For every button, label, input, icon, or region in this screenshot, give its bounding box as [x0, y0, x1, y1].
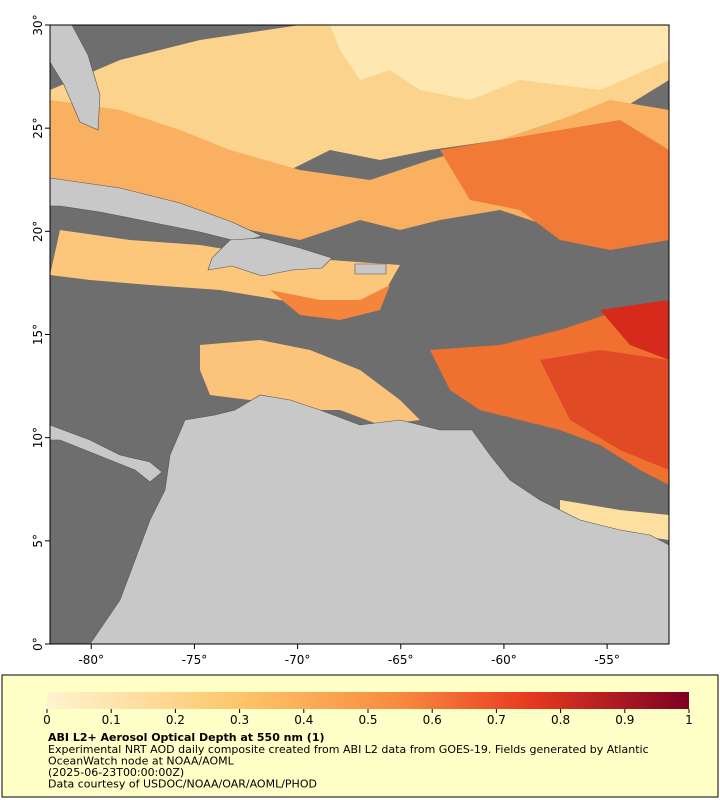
x-tick-label: -80° [78, 653, 104, 667]
colorbar-tick-label: 0.2 [166, 713, 185, 727]
land [50, 25, 669, 644]
x-tick-label: -65° [388, 653, 414, 667]
colorbar-tick-label: 0.7 [487, 713, 506, 727]
y-tick-label: 10° [31, 427, 45, 448]
aerosol-patch [50, 230, 400, 310]
colorbar-tick-label: 0.6 [423, 713, 442, 727]
colorbar-tick-label: 1 [685, 713, 693, 727]
x-tick-label: -60° [491, 653, 517, 667]
colorbar-tick-label: 0.1 [102, 713, 121, 727]
x-tick-label: -75° [182, 653, 208, 667]
colorbar-tick-label: 0.9 [615, 713, 634, 727]
colorbar-tick-label: 0.8 [551, 713, 570, 727]
colorbar-tick-label: 0 [43, 713, 51, 727]
caption-line: Data courtesy of USDOC/NOAA/OAR/AOML/PHO… [48, 778, 317, 791]
colorbar-tick-label: 0.5 [358, 713, 377, 727]
caption-line: (2025-06-23T00:00:00Z) [48, 766, 184, 779]
x-tick-label: -70° [285, 653, 311, 667]
aerosol-patch [540, 350, 669, 470]
aerosol-patch [200, 340, 420, 425]
x-tick-label: -55° [594, 653, 620, 667]
y-tick-label: 15° [31, 324, 45, 345]
caption-line: Experimental NRT AOD daily composite cre… [48, 743, 649, 756]
y-tick-label: 25° [31, 118, 45, 139]
y-tick-label: 30° [31, 14, 45, 35]
aerosol-patch [440, 120, 669, 250]
map-area [50, 25, 669, 644]
aerosol-patch [270, 285, 390, 320]
y-tick-label: 20° [31, 221, 45, 242]
colorbar-tick-label: 0.4 [294, 713, 313, 727]
colorbar [47, 692, 689, 709]
aerosol-patch [330, 25, 669, 100]
aerosol-patch [600, 300, 669, 360]
colorbar-tick-label: 0.3 [230, 713, 249, 727]
aerosol-patch [560, 500, 669, 540]
caption-title: ABI L2+ Aerosol Optical Depth at 550 nm … [48, 731, 325, 744]
y-tick-label: 5° [31, 534, 45, 548]
caption-line: OceanWatch node at NOAA/AOML [48, 755, 235, 768]
y-tick-label: 0° [31, 637, 45, 651]
